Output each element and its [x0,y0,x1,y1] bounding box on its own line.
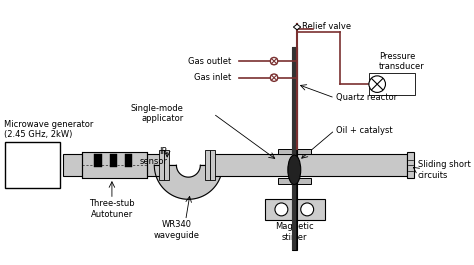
Bar [5,142,60,188]
Text: Three-stub
Autotuner: Three-stub Autotuner [89,199,135,219]
Text: WR340
waveguide: WR340 waveguide [154,220,200,240]
Text: Gas outlet: Gas outlet [188,57,232,66]
Bar [278,149,311,154]
Bar [125,154,132,167]
Circle shape [270,58,278,65]
Polygon shape [293,24,301,30]
Bar [369,73,415,95]
Ellipse shape [288,155,301,184]
Bar [82,152,147,178]
Text: Microwave generator
(2.45 GHz, 2kW): Microwave generator (2.45 GHz, 2kW) [4,120,93,139]
Text: Sliding short
circuits: Sliding short circuits [418,160,471,179]
Bar [278,178,311,184]
Text: Relief valve: Relief valve [301,23,351,32]
Bar [63,154,165,176]
Bar [210,151,215,180]
Bar [205,151,210,180]
Bar [110,154,118,167]
Text: Single-mode
applicator: Single-mode applicator [131,104,184,123]
Bar [94,154,102,167]
Polygon shape [155,165,222,199]
Bar [164,151,169,180]
Circle shape [369,76,385,92]
Bar [159,151,164,180]
Bar [211,154,407,176]
Circle shape [270,74,278,81]
Text: Oil + catalyst: Oil + catalyst [336,126,392,135]
Bar [265,199,325,219]
Text: Gas inlet: Gas inlet [194,73,232,82]
Circle shape [275,203,288,216]
Circle shape [301,203,314,216]
Bar [292,47,297,250]
Text: Quartz reactor: Quartz reactor [336,94,397,103]
Bar [407,152,414,178]
Bar [292,47,296,250]
Text: Magnetic
stirrer: Magnetic stirrer [275,222,314,242]
Text: IR
sensor: IR sensor [139,147,167,166]
Text: Pressure
transducer: Pressure transducer [379,52,425,71]
